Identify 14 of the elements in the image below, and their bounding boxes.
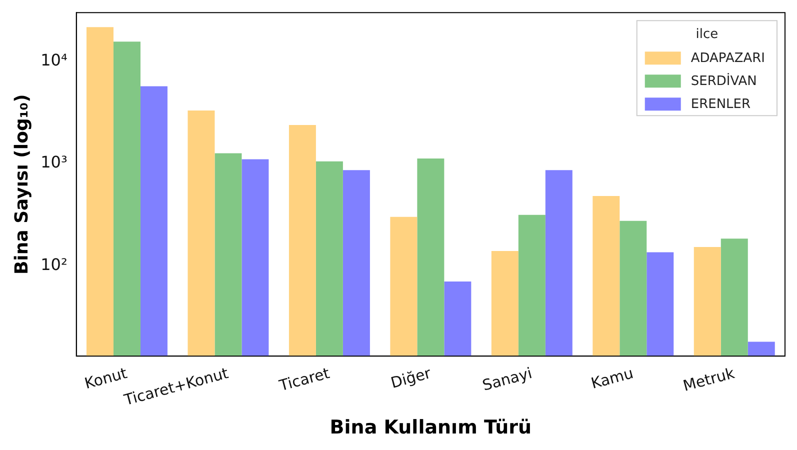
x-tick-label: Metruk [681, 364, 737, 396]
x-tick-label: Ticaret [276, 364, 332, 395]
x-tick-label: Diğer [388, 364, 434, 392]
legend-title: ilce [696, 26, 718, 42]
y-tick-label: 10⁴ [40, 50, 68, 70]
legend-label: ADAPAZARI [690, 50, 766, 66]
y-tick-label: 10² [40, 254, 68, 274]
x-tick-label: Sanayi [480, 364, 534, 394]
y-axis-title: Bina Sayısı (log₁₀) [11, 94, 32, 275]
x-axis-title: Bina Kullanım Türü [330, 416, 532, 439]
y-tick-label: 10³ [40, 152, 68, 172]
legend-label: SERDİVAN [690, 72, 757, 89]
x-tick-label: Kamu [589, 364, 636, 393]
legend-label: ERENLER [690, 96, 751, 112]
